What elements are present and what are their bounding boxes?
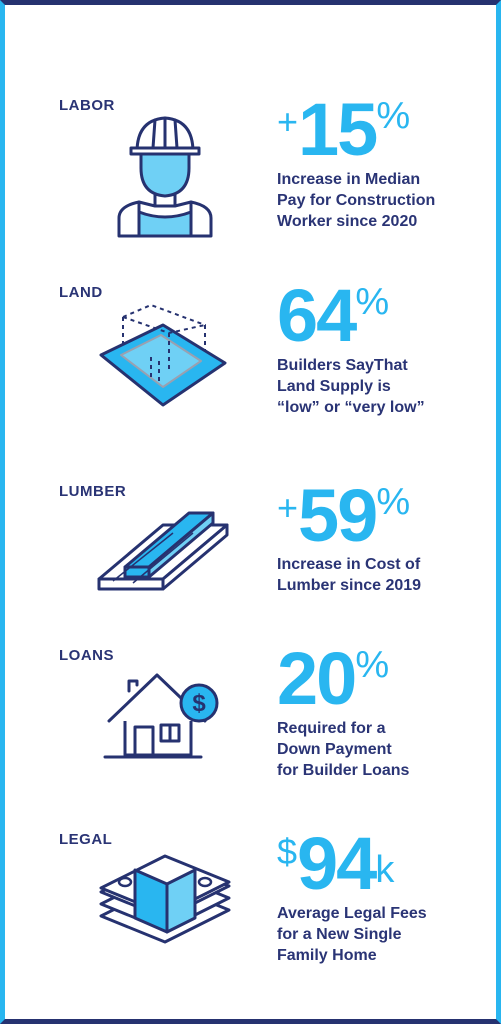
stat-prefix: + — [277, 101, 299, 142]
stat-suffix: k — [375, 849, 395, 891]
stat-prefix: $ — [277, 831, 298, 872]
stat-suffix: % — [355, 281, 390, 323]
svg-text:$: $ — [192, 690, 206, 717]
stat-description: Increase in Median Pay for Construction … — [277, 171, 436, 230]
stat-value: $94k — [277, 827, 394, 901]
section-label: LUMBER — [59, 483, 127, 500]
stat-value: 64% — [277, 279, 389, 353]
section-label: LEGAL — [59, 831, 113, 848]
section-label: LABOR — [59, 97, 115, 114]
stat-description: Average Legal Fees for a New Single Fami… — [277, 905, 427, 964]
money-stack-icon — [99, 854, 231, 944]
stat-description: Builders SayThat Land Supply is “low” or… — [277, 357, 425, 416]
stat-value: +59% — [277, 479, 410, 553]
stat-number: 64 — [277, 274, 357, 357]
stat-number: 59 — [298, 474, 378, 557]
stat-value: 20% — [277, 642, 389, 716]
land-plot-icon — [99, 303, 227, 407]
stat-suffix: % — [355, 644, 390, 686]
stat-number: 94 — [297, 822, 377, 905]
stat-number: 20 — [277, 637, 357, 720]
construction-worker-icon — [117, 116, 213, 238]
stat-suffix: % — [376, 481, 411, 523]
section-label: LOANS — [59, 647, 114, 664]
lumber-planks-icon — [97, 511, 229, 591]
stat-description: Increase in Cost of Lumber since 2019 — [277, 556, 422, 594]
house-dollar-icon: $ — [103, 673, 219, 759]
stat-prefix: + — [277, 487, 299, 528]
stat-description: Required for a Down Payment for Builder … — [277, 720, 410, 779]
stat-number: 15 — [298, 88, 378, 171]
section-label: LAND — [59, 284, 103, 301]
stat-value: +15% — [277, 93, 410, 167]
stat-suffix: % — [376, 95, 411, 137]
